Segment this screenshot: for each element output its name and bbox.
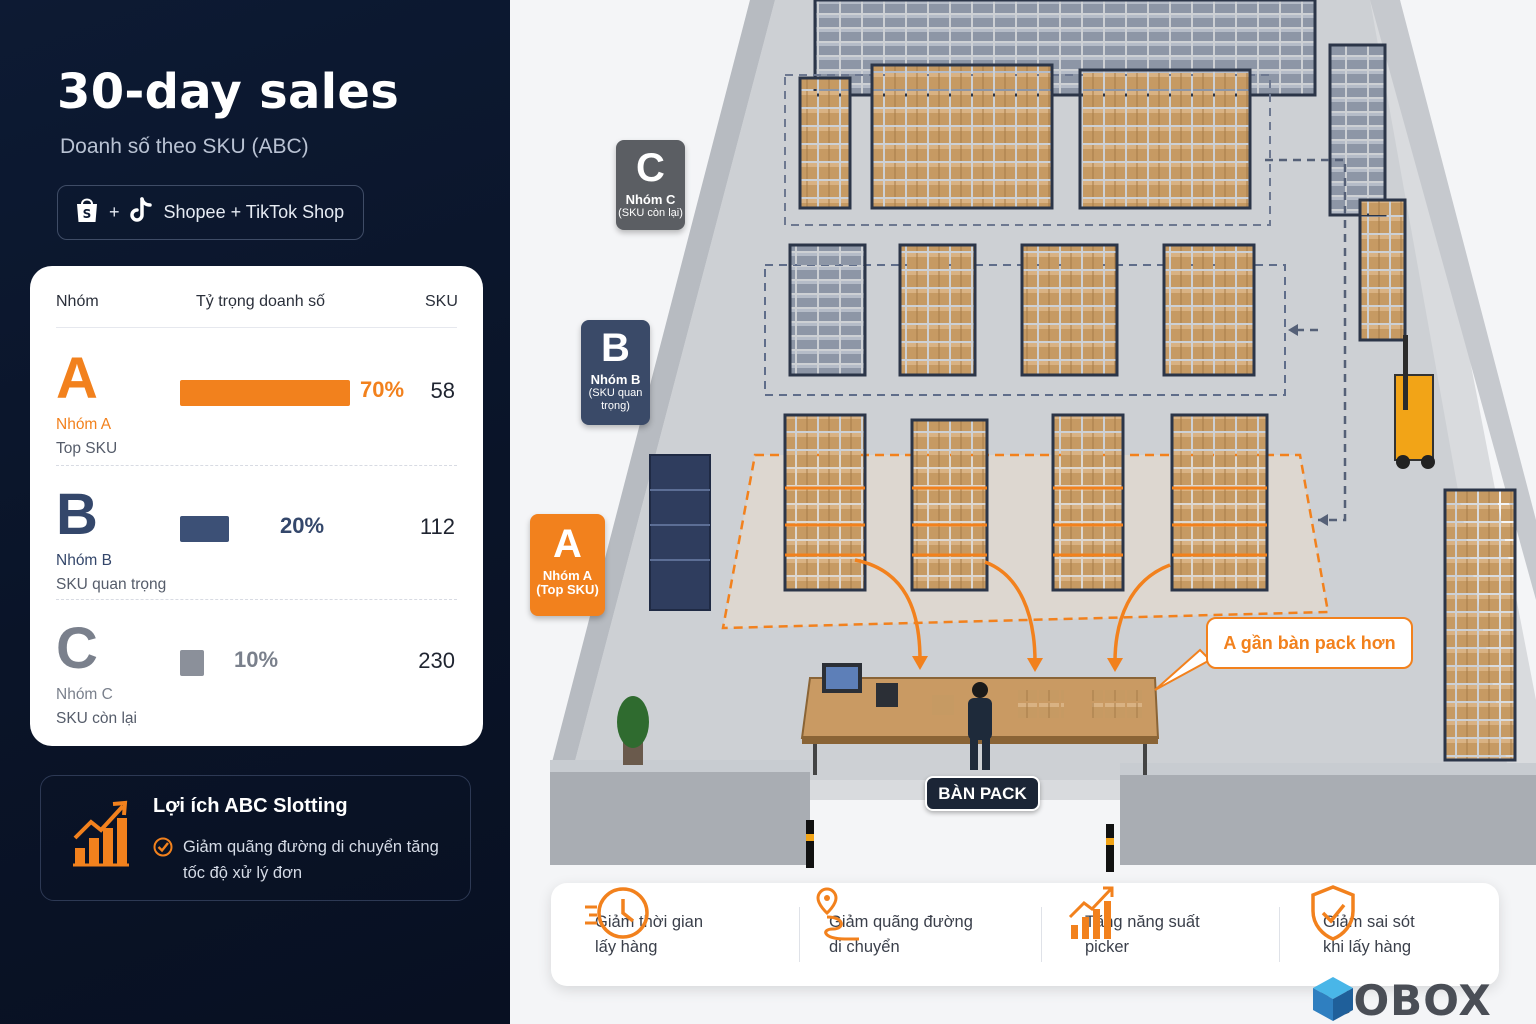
zone-a-racks — [783, 413, 1269, 592]
benefit-title: Lợi ích ABC Slotting — [153, 795, 348, 817]
zone-a-letter: A — [553, 522, 582, 566]
forklift-icon — [1394, 335, 1435, 469]
group-desc: SKU quan trọng — [56, 576, 167, 593]
share-percent: 20% — [280, 513, 325, 538]
kpi-item: Giảm thời gian lấy hàng — [583, 883, 715, 986]
zone-c-letter: C — [636, 146, 665, 190]
left-panel: 30-day sales Doanh số theo SKU (ABC) S +… — [0, 0, 510, 1024]
share-bar — [180, 380, 350, 406]
group-name: Nhóm C — [56, 686, 113, 703]
share-percent: 70% — [360, 377, 405, 402]
warehouse-scene: C Nhóm C (SKU còn lại) B Nhóm B (SKU qua… — [510, 0, 1536, 1024]
share-percent: 10% — [234, 647, 279, 672]
zone-b-desc: (SKU quan trọng) — [588, 387, 643, 412]
pack-table — [800, 663, 1160, 775]
warehouse-illustration — [550, 0, 1536, 872]
page-subtitle: Doanh số theo SKU (ABC) — [60, 135, 309, 158]
zone-c-desc: (SKU còn lại) — [618, 207, 683, 219]
sku-count: 58 — [430, 378, 455, 403]
zone-c-racks — [798, 63, 1252, 210]
sku-count: 230 — [418, 648, 455, 673]
header-divider — [56, 327, 457, 328]
kpi-text: Giảm quãng đường di chuyển — [829, 912, 973, 956]
row-divider — [56, 465, 457, 466]
kpi-strip: Giảm thời gian lấy hàng Giảm quãng đường… — [551, 883, 1499, 986]
plant-icon — [617, 696, 649, 765]
check-icon — [152, 836, 174, 863]
plus-sign: + — [109, 202, 120, 222]
table-row-c: C Nhóm C SKU còn lại 10% 230 — [30, 620, 483, 750]
group-desc: Top SKU — [56, 440, 118, 457]
header-sku: SKU — [425, 293, 458, 310]
abc-table-card: Nhóm Tỷ trọng doanh số SKU A Nhóm A Top … — [30, 266, 483, 746]
zone-c-name: Nhóm C — [625, 192, 676, 207]
header-group: Nhóm — [56, 293, 99, 310]
share-bar — [180, 650, 205, 676]
growth-chart-icon — [71, 798, 131, 873]
zone-b-racks — [788, 243, 1256, 377]
table-row-a: A Nhóm A Top SKU 70% 58 — [30, 350, 483, 480]
row-divider — [56, 599, 457, 600]
callout-a-near-pack: A gần bàn pack hơn — [1206, 617, 1413, 669]
shopee-bag-icon: S — [74, 196, 100, 229]
group-letter: C — [56, 616, 98, 681]
kpi-item: Tăng năng suất picker — [1067, 883, 1215, 986]
zone-c-tag: C Nhóm C (SKU còn lại) — [616, 140, 685, 230]
platform-pill: S + Shopee + TikTok Shop — [57, 185, 364, 240]
group-desc: SKU còn lại — [56, 710, 137, 727]
group-letter: B — [56, 482, 98, 547]
page-title: 30-day sales — [57, 64, 400, 120]
kpi-item: Giảm sai sót khi lấy hàng — [1307, 883, 1433, 986]
brand-logo: GOBOX — [1310, 975, 1492, 1024]
kpi-text: Giảm thời gian lấy hàng — [595, 912, 704, 956]
zone-b-tag: B Nhóm B (SKU quan trọng) — [581, 320, 650, 425]
platform-label: Shopee + TikTok Shop — [163, 202, 345, 222]
zone-a-tag: A Nhóm A (Top SKU) — [530, 514, 605, 616]
kpi-text: Giảm sai sót khi lấy hàng — [1323, 912, 1415, 956]
zone-a-desc: (Top SKU) — [536, 582, 599, 597]
zone-b-letter: B — [601, 326, 630, 370]
tiktok-icon — [129, 196, 155, 229]
kpi-item: Giảm quãng đường di chuyển — [815, 883, 989, 986]
svg-text:S: S — [83, 207, 92, 221]
group-name: Nhóm B — [56, 552, 112, 569]
group-letter: A — [56, 346, 98, 411]
benefit-text: Giảm quãng đường di chuyển tăng tốc độ x… — [183, 838, 439, 882]
group-name: Nhóm A — [56, 416, 112, 433]
table-row-b: B Nhóm B SKU quan trọng 20% 112 — [30, 486, 483, 616]
zone-a-name: Nhóm A — [542, 568, 593, 583]
kpi-text: Tăng năng suất picker — [1085, 912, 1200, 956]
share-bar — [180, 516, 229, 542]
sku-count: 112 — [419, 514, 455, 539]
header-share: Tỷ trọng doanh số — [196, 293, 325, 310]
benefit-box: Lợi ích ABC Slotting Giảm quãng đường di… — [40, 775, 471, 901]
pack-table-label: BÀN PACK — [925, 776, 1040, 811]
zone-b-name: Nhóm B — [590, 372, 641, 387]
